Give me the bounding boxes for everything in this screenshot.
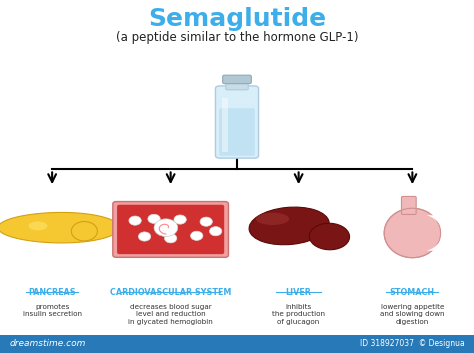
- Text: PANCREAS: PANCREAS: [28, 288, 76, 297]
- Circle shape: [191, 231, 203, 240]
- Text: dreamstime.com: dreamstime.com: [9, 339, 86, 348]
- Text: inhibits
the production
of glucagon: inhibits the production of glucagon: [272, 304, 325, 325]
- Circle shape: [154, 219, 178, 237]
- Circle shape: [148, 214, 160, 223]
- Ellipse shape: [249, 207, 329, 245]
- Text: (a peptide similar to the hormone GLP-1): (a peptide similar to the hormone GLP-1): [116, 31, 358, 43]
- Polygon shape: [384, 208, 440, 258]
- Circle shape: [200, 217, 212, 226]
- FancyBboxPatch shape: [401, 196, 416, 215]
- FancyBboxPatch shape: [226, 81, 248, 90]
- Polygon shape: [0, 213, 119, 243]
- FancyBboxPatch shape: [215, 86, 259, 158]
- Polygon shape: [427, 215, 455, 251]
- Text: CARDIOVASCULAR SYSTEM: CARDIOVASCULAR SYSTEM: [110, 288, 231, 297]
- Text: LIVER: LIVER: [286, 288, 311, 297]
- Circle shape: [210, 227, 222, 236]
- Text: ID 318927037  © Designua: ID 318927037 © Designua: [360, 339, 465, 348]
- Circle shape: [129, 216, 141, 225]
- FancyBboxPatch shape: [117, 205, 224, 254]
- FancyBboxPatch shape: [219, 108, 255, 156]
- Text: Semaglutide: Semaglutide: [148, 7, 326, 31]
- Text: decreases blood sugar
level and reduction
in glycated hemoglobin: decreases blood sugar level and reductio…: [128, 304, 213, 325]
- Ellipse shape: [256, 213, 289, 225]
- Ellipse shape: [310, 223, 349, 250]
- FancyBboxPatch shape: [223, 75, 251, 84]
- Polygon shape: [222, 98, 228, 152]
- Text: STOMACH: STOMACH: [390, 288, 435, 297]
- Ellipse shape: [71, 222, 98, 241]
- Circle shape: [138, 232, 151, 241]
- Text: promotes
insulin secretion: promotes insulin secretion: [23, 304, 82, 317]
- FancyBboxPatch shape: [113, 202, 228, 257]
- Text: lowering appetite
and slowing down
digestion: lowering appetite and slowing down diges…: [380, 304, 445, 325]
- Circle shape: [164, 234, 177, 243]
- Circle shape: [174, 215, 186, 224]
- Ellipse shape: [28, 222, 47, 230]
- FancyBboxPatch shape: [0, 335, 474, 353]
